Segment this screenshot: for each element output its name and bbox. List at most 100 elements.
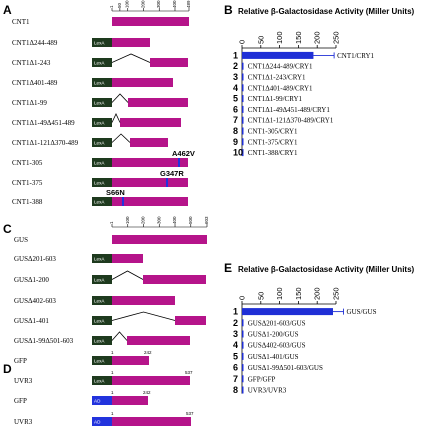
bar-index-e: 4 [233, 340, 238, 350]
panel-label-c: C [3, 222, 12, 236]
mutation-marker [166, 178, 168, 187]
bar-index-b: 10 [233, 148, 243, 158]
bar-index-e: 3 [233, 329, 238, 339]
bar-b [242, 84, 244, 92]
ruler-tick-label-a: 300 [156, 0, 161, 8]
deletion-line [111, 331, 128, 341]
fusion-tag-d0 [92, 396, 112, 405]
construct-name: GUSΔ1-200 [14, 276, 49, 284]
x-tick-label-e: 250 [332, 287, 341, 300]
residue-end: 537 [186, 411, 194, 416]
panel-label-e: E [224, 261, 232, 275]
fusion-tag-label-d1: AD [94, 420, 101, 425]
construct-name: GUSΔ201-603 [14, 255, 56, 263]
protein-bar [128, 98, 188, 107]
ruler-tick-label-c: 400 [172, 216, 177, 224]
construct-name: CNT1Δ1-243 [12, 59, 51, 67]
x-tick-label-b: 150 [294, 31, 303, 44]
fusion-tag-a0 [92, 38, 112, 47]
protein-bar [112, 78, 173, 87]
panel-label-b: B [224, 3, 233, 17]
fusion-tag-c3 [92, 316, 112, 325]
x-tick-label-e: 0 [238, 296, 247, 300]
fusion-tag-label-c4: LexA [94, 339, 105, 344]
deletion-line [111, 93, 129, 103]
bar-category-label-b: CNT1Δ244-489/CRY1 [248, 63, 313, 71]
x-tick-label-b: 0 [238, 40, 247, 44]
fusion-tag-c5 [92, 356, 112, 365]
x-tick-label-e: 150 [294, 287, 303, 300]
construct-name: CNT1-305 [12, 159, 43, 167]
ruler-tick-label-c: 100 [125, 216, 130, 224]
residue-start: 1 [111, 411, 114, 416]
panel-label-a: A [3, 3, 12, 17]
bar-index-b: 3 [233, 72, 238, 82]
fusion-tag-label-c0: LexA [94, 257, 105, 262]
fusion-tag-label-a0: LexA [94, 41, 105, 46]
protein-bar [127, 336, 190, 345]
construct-name: CNT1Δ244-489 [12, 39, 58, 47]
protein-bar [130, 138, 168, 147]
bar-index-e: 5 [233, 351, 238, 361]
bar-category-label-b: CNT1Δ1-99/CRY1 [248, 95, 303, 103]
bar-category-label-e: GUS/GUS [347, 308, 377, 316]
ruler-tick-label-c: 603 [204, 216, 209, 224]
bar-e [242, 386, 244, 394]
protein-bar [112, 417, 191, 426]
ruler-tick-label-a: 1 [109, 5, 114, 8]
bar-index-e: 6 [233, 363, 238, 373]
fusion-tag-label-a3: LexA [94, 101, 105, 106]
fusion-tag-label-c5: LexA [94, 359, 105, 364]
construct-name: GFP [14, 397, 27, 405]
mutation-label: S66N [106, 188, 125, 197]
bar-category-label-b: CNT1Δ401-489/CRY1 [248, 84, 313, 92]
residue-end: 242 [143, 390, 151, 395]
fusion-tag-a4 [92, 118, 112, 127]
protein-bar [112, 197, 188, 206]
deletion-line [111, 133, 131, 143]
bar-b [242, 62, 244, 70]
fusion-tag-label-c6: LexA [94, 379, 105, 384]
bar-index-b: 5 [233, 94, 238, 104]
fusion-tag-c0 [92, 254, 112, 263]
protein-bar [112, 38, 150, 47]
construct-name: CNT1Δ1-99 [12, 99, 47, 107]
protein-bar [143, 275, 206, 284]
protein-bar [112, 396, 148, 405]
residue-start: 1 [111, 350, 114, 355]
construct-name: CNT1Δ1-49Δ451-489 [12, 119, 75, 127]
ruler-tick-label-c: 300 [156, 216, 161, 224]
ruler-tick-label-c: 1 [109, 221, 114, 224]
fusion-tag-c4 [92, 336, 112, 345]
bar-index-b: 7 [233, 115, 238, 125]
bar-category-label-b: CNT1-375/CRY1 [248, 138, 298, 146]
x-tick-label-e: 50 [256, 292, 265, 300]
bar-b [242, 127, 244, 135]
bar-category-label-b: CNT1Δ1-243/CRY1 [248, 74, 306, 82]
bar-b [242, 149, 244, 157]
bar-b [242, 51, 314, 59]
fusion-tag-c2 [92, 296, 112, 305]
mutation-label: G347R [160, 169, 184, 178]
residue-start: 1 [111, 370, 114, 375]
protein-bar [120, 118, 181, 127]
protein-bar [112, 158, 188, 167]
bar-category-label-e: GUSΔ402-603/GUS [248, 342, 306, 350]
construct-name-gus: GUS [14, 236, 28, 244]
bar-category-label-e: GUSΔ201-603/GUS [248, 319, 306, 327]
chart-title-e: Relative β-Galactosidase Activity (Mille… [238, 265, 415, 274]
bar-category-label-e: GUSΔ1-200/GUS [248, 331, 299, 339]
bar-index-b: 1 [233, 50, 238, 60]
x-tick-label-e: 200 [313, 287, 322, 300]
bar-category-label-e: UVR3/UVR3 [248, 387, 287, 395]
residue-start: 1 [111, 390, 114, 395]
x-tick-label-b: 200 [313, 31, 322, 44]
construct-name: GFP [14, 357, 27, 365]
mutation-label: A462V [172, 149, 195, 158]
bar-category-label-b: CNT1Δ1-121Δ370-489/CRY1 [248, 117, 334, 125]
fusion-tag-label-a8: LexA [94, 200, 105, 205]
deletion-line [111, 270, 144, 280]
residue-end: 242 [144, 350, 152, 355]
x-tick-label-b: 100 [275, 31, 284, 44]
bar-e [242, 319, 244, 327]
